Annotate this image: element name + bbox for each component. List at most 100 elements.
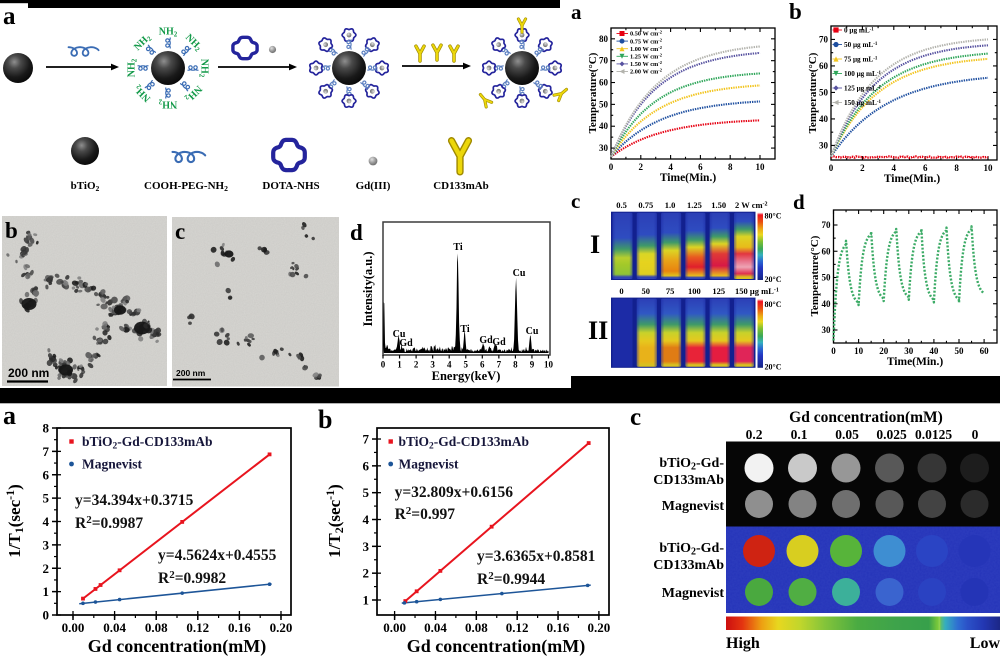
- svg-text:40: 40: [819, 114, 829, 124]
- svg-text:COOH-PEG-NH2: COOH-PEG-NH2: [144, 180, 228, 193]
- svg-text:8: 8: [954, 163, 959, 173]
- svg-text:R2=0.9987: R2=0.9987: [75, 514, 143, 532]
- svg-text:0.20: 0.20: [588, 620, 611, 635]
- svg-text:5: 5: [464, 360, 469, 370]
- svg-text:Cu: Cu: [526, 326, 539, 337]
- svg-text:y=3.6365x+0.8581: y=3.6365x+0.8581: [477, 548, 595, 565]
- svg-text:bTiO2-Gd-: bTiO2-Gd-: [659, 456, 724, 473]
- svg-text:10: 10: [756, 162, 766, 172]
- svg-text:0.00: 0.00: [62, 620, 85, 635]
- svg-text:40: 40: [929, 346, 939, 356]
- svg-text:1: 1: [397, 360, 402, 370]
- svg-text:20°C: 20°C: [765, 275, 782, 284]
- svg-text:3: 3: [430, 360, 435, 370]
- svg-text:Cu: Cu: [513, 268, 526, 279]
- svg-text:Cu: Cu: [393, 329, 406, 340]
- svg-text:Temperature(°C): Temperature(°C): [587, 52, 599, 133]
- svg-text:5: 5: [43, 491, 50, 506]
- svg-text:0.025: 0.025: [876, 427, 907, 442]
- svg-text:60: 60: [819, 61, 829, 71]
- svg-text:2: 2: [43, 561, 50, 576]
- svg-text:Time(Min.): Time(Min.): [660, 172, 716, 184]
- svg-text:0: 0: [609, 162, 614, 172]
- svg-text:II: II: [588, 316, 608, 345]
- svg-text:3: 3: [43, 537, 50, 552]
- svg-text:0.1: 0.1: [791, 427, 808, 442]
- svg-text:2: 2: [363, 566, 370, 581]
- svg-text:4: 4: [668, 162, 673, 172]
- svg-text:CD133mAb: CD133mAb: [433, 180, 489, 192]
- svg-text:Gd concentration(mM): Gd concentration(mM): [407, 636, 585, 657]
- svg-text:8: 8: [728, 162, 733, 172]
- svg-text:Gd: Gd: [479, 335, 493, 346]
- svg-text:70: 70: [822, 220, 832, 230]
- svg-text:y=32.809x+0.6156: y=32.809x+0.6156: [395, 484, 514, 501]
- svg-text:75: 75: [666, 286, 675, 296]
- svg-text:6: 6: [698, 162, 703, 172]
- svg-text:b: b: [789, 0, 802, 24]
- svg-text:1/T1(sec-1): 1/T1(sec-1): [3, 484, 26, 558]
- svg-text:d: d: [793, 190, 805, 214]
- svg-text:Time(Min.): Time(Min.): [887, 356, 943, 368]
- svg-text:CD133mAb: CD133mAb: [653, 558, 724, 573]
- svg-text:0 μg mL-1: 0 μg mL-1: [844, 27, 874, 35]
- svg-text:2 W cm-2: 2 W cm-2: [735, 200, 768, 210]
- svg-text:1.00 W cm-2: 1.00 W cm-2: [630, 45, 662, 53]
- svg-text:Temperature(°C): Temperature(°C): [809, 235, 821, 316]
- svg-text:5: 5: [363, 485, 370, 500]
- svg-text:a: a: [571, 0, 582, 24]
- svg-text:Magnevist: Magnevist: [662, 499, 725, 514]
- svg-text:0.5: 0.5: [616, 200, 627, 210]
- svg-text:200 nm: 200 nm: [8, 366, 49, 380]
- svg-text:b: b: [5, 218, 18, 243]
- svg-text:Temperature(°C): Temperature(°C): [807, 52, 819, 133]
- svg-text:60: 60: [822, 246, 832, 256]
- svg-text:Energy(keV): Energy(keV): [432, 369, 501, 383]
- svg-text:0: 0: [43, 608, 50, 623]
- svg-text:y=34.394x+0.3715: y=34.394x+0.3715: [75, 492, 194, 509]
- svg-text:4: 4: [447, 360, 452, 370]
- svg-text:0.75: 0.75: [638, 200, 653, 210]
- svg-text:80°C: 80°C: [765, 300, 782, 309]
- svg-text:4: 4: [43, 514, 50, 529]
- svg-text:a: a: [3, 401, 16, 430]
- svg-text:0.50 W cm-2: 0.50 W cm-2: [630, 30, 662, 38]
- svg-text:0.16: 0.16: [228, 620, 251, 635]
- svg-text:50: 50: [955, 346, 965, 356]
- svg-text:8: 8: [513, 360, 518, 370]
- svg-text:0.04: 0.04: [424, 620, 447, 635]
- svg-text:6: 6: [363, 458, 370, 473]
- svg-text:50: 50: [822, 273, 832, 283]
- svg-text:bTiO2-Gd-CD133mAb: bTiO2-Gd-CD133mAb: [399, 434, 530, 452]
- svg-text:1.25 W cm-2: 1.25 W cm-2: [630, 53, 662, 61]
- svg-text:Gd(III): Gd(III): [356, 180, 391, 192]
- svg-text:0.20: 0.20: [270, 620, 293, 635]
- svg-text:2: 2: [860, 163, 865, 173]
- svg-text:125 μg mL-1: 125 μg mL-1: [844, 85, 881, 93]
- svg-text:75 μg mL-1: 75 μg mL-1: [844, 56, 878, 64]
- svg-text:c: c: [175, 219, 185, 244]
- svg-text:bTiO2-Gd-CD133mAb: bTiO2-Gd-CD133mAb: [82, 434, 213, 452]
- svg-text:1: 1: [363, 593, 370, 608]
- svg-text:30: 30: [822, 325, 832, 335]
- svg-text:1/T2(sec-1): 1/T2(sec-1): [323, 484, 346, 558]
- svg-text:10: 10: [544, 360, 554, 370]
- svg-text:R2=0.9944: R2=0.9944: [477, 570, 545, 588]
- svg-text:20: 20: [879, 346, 889, 356]
- svg-text:60: 60: [980, 346, 990, 356]
- svg-text:100 μg mL-1: 100 μg mL-1: [844, 70, 881, 78]
- svg-text:1: 1: [43, 584, 50, 599]
- svg-text:0.04: 0.04: [103, 620, 126, 635]
- svg-text:NH2: NH2: [158, 98, 177, 110]
- svg-text:7: 7: [43, 444, 50, 459]
- svg-text:Low: Low: [970, 635, 1000, 652]
- svg-text:100: 100: [688, 286, 701, 296]
- svg-text:R2=0.9982: R2=0.9982: [158, 569, 226, 587]
- svg-text:1.50 W cm-2: 1.50 W cm-2: [630, 60, 662, 68]
- svg-text:0.05: 0.05: [835, 427, 859, 442]
- svg-text:3: 3: [363, 539, 370, 554]
- svg-text:9: 9: [530, 360, 535, 370]
- svg-text:Ti: Ti: [460, 324, 469, 335]
- svg-text:2.00 W cm-2: 2.00 W cm-2: [630, 68, 662, 76]
- svg-text:c: c: [571, 189, 580, 213]
